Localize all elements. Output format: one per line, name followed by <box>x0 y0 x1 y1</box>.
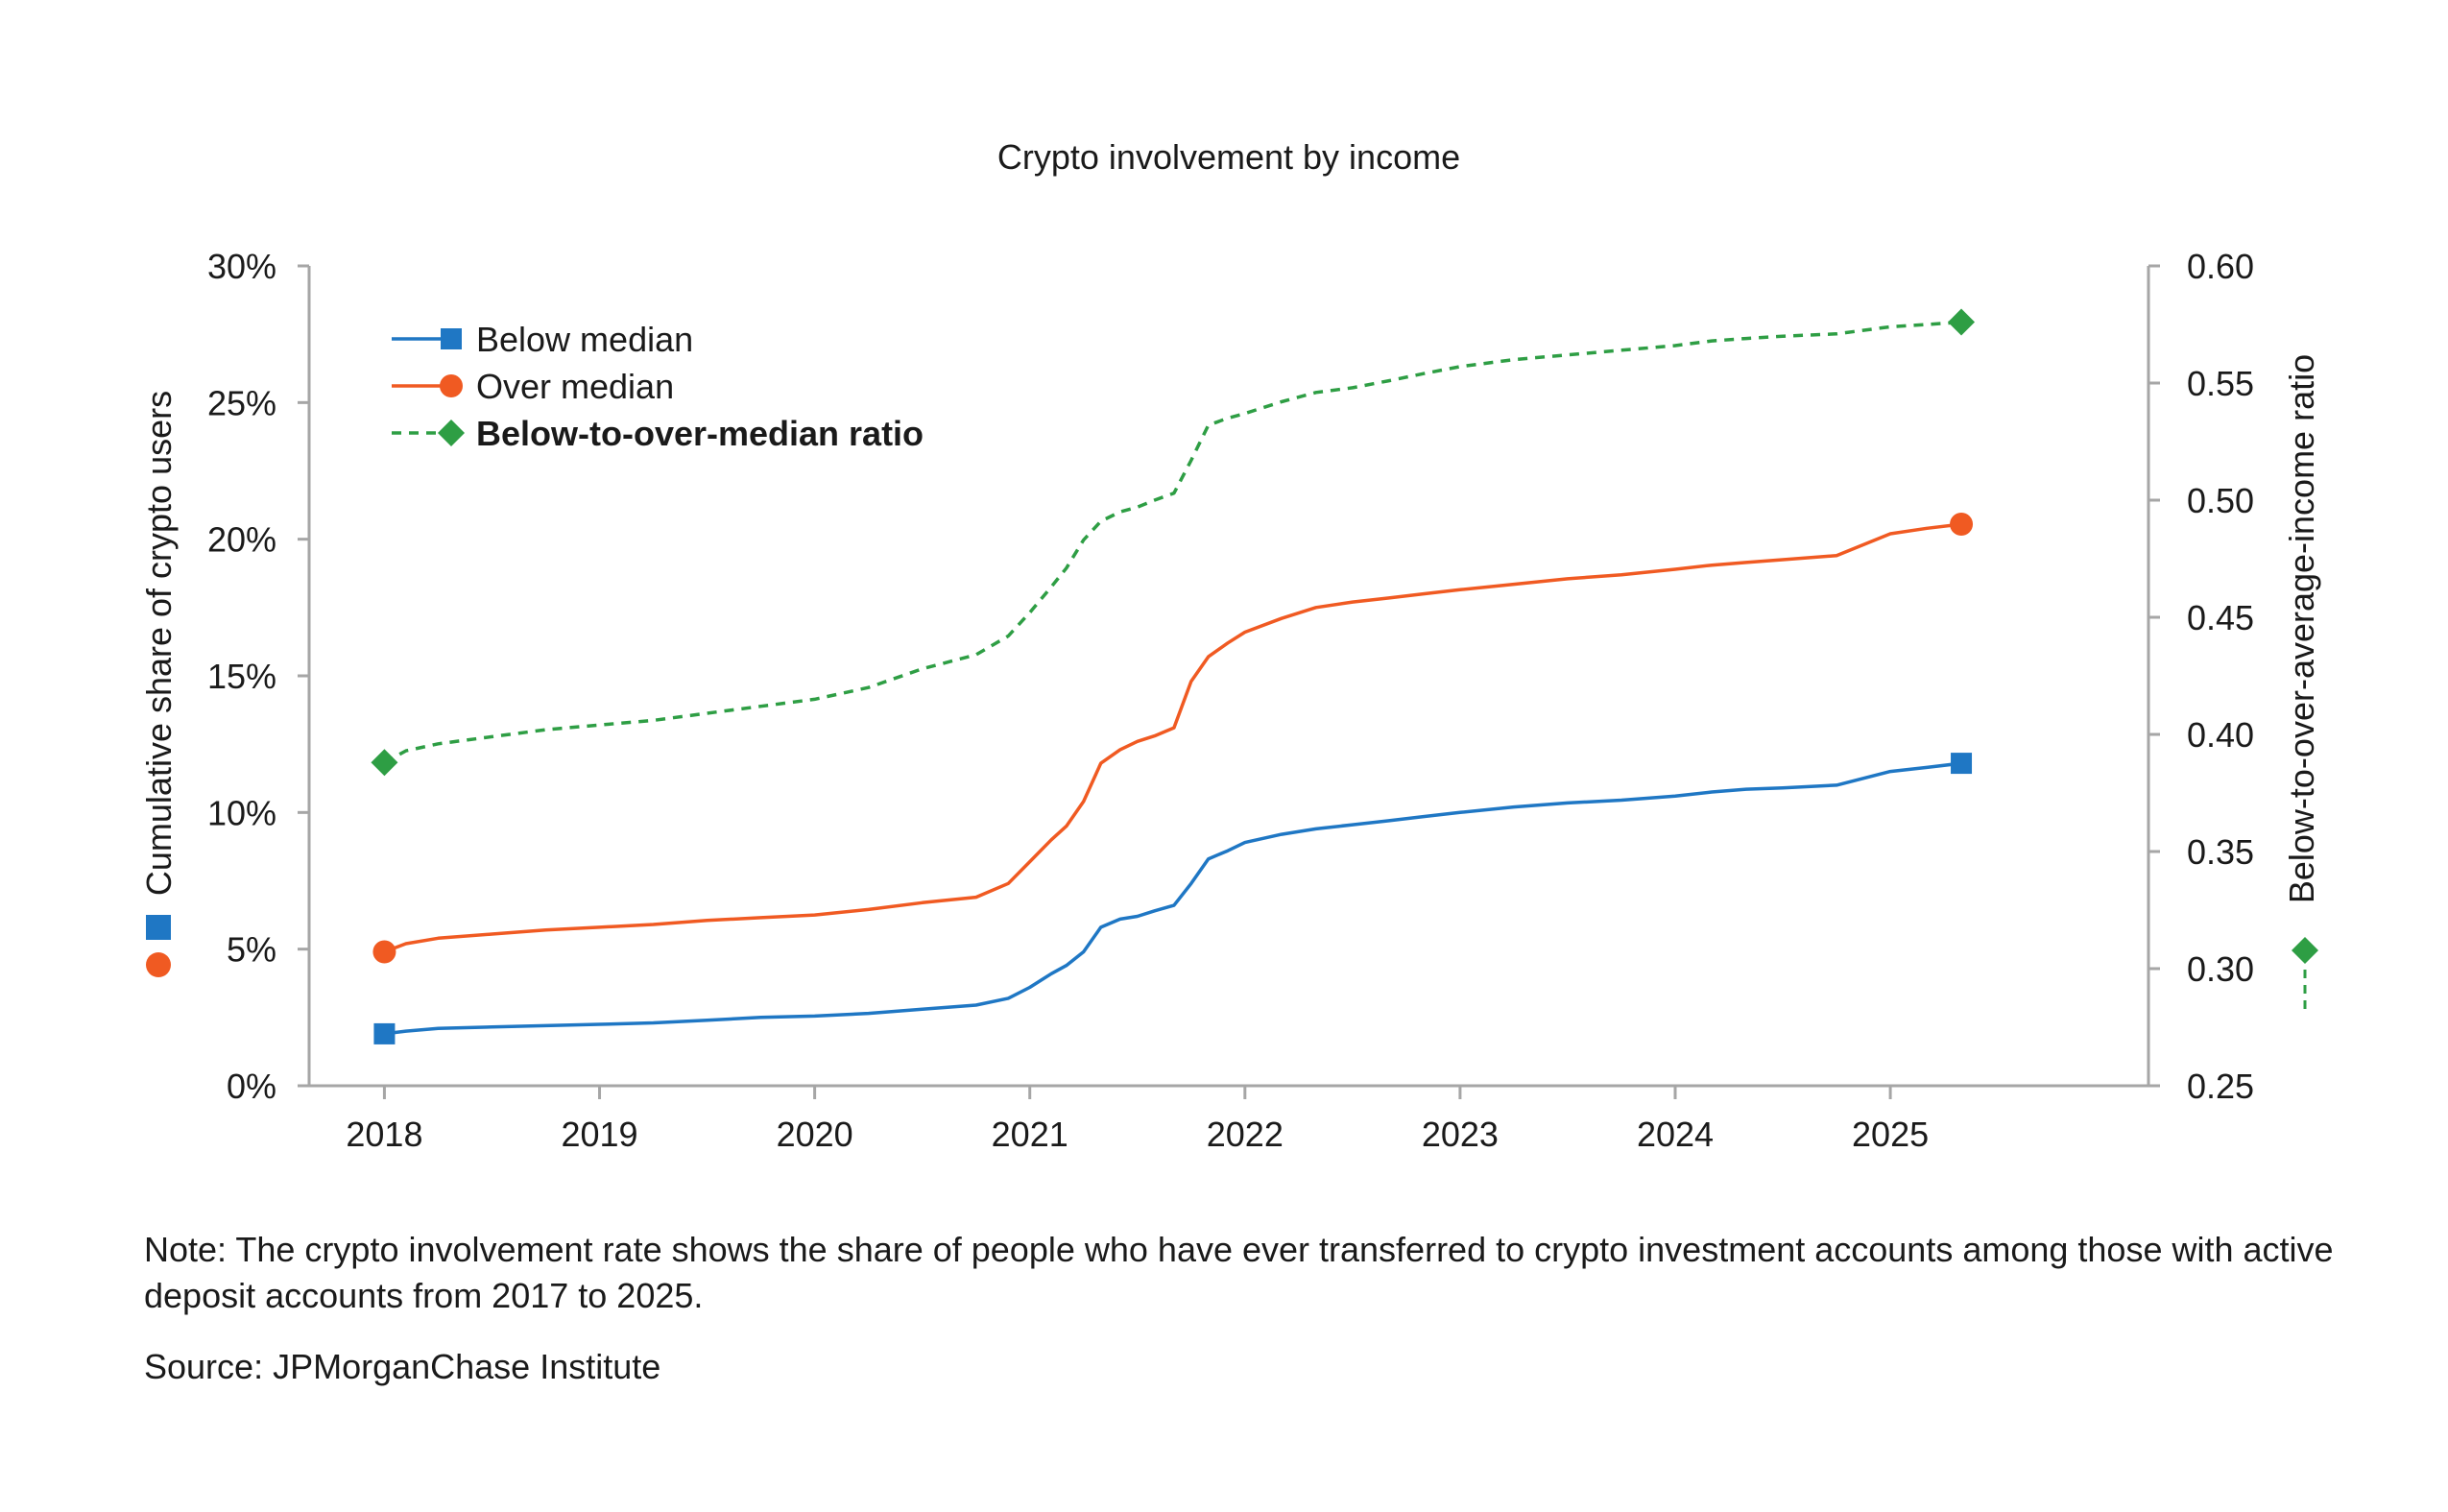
series-end-marker-diamond <box>1948 308 1976 336</box>
left-axis-over-circle-icon <box>146 952 171 977</box>
series-end-marker-circle <box>1950 513 1974 537</box>
legend-label: Over median <box>476 367 674 406</box>
x-tick-label: 2022 <box>1207 1115 1284 1154</box>
series-start-marker-square <box>373 1022 396 1044</box>
series-start-marker-circle <box>372 940 396 964</box>
left-tick-label: 30% <box>207 247 276 286</box>
legend-item: Over median <box>392 367 674 406</box>
x-tick-label: 2020 <box>777 1115 853 1154</box>
legend-item: Below median <box>392 320 693 359</box>
chart-title: Crypto involvement by income <box>997 137 1460 177</box>
left-axis-title: Cumulative share of crypto users <box>139 391 179 977</box>
right-tick-label: 0.45 <box>2187 598 2254 637</box>
series-layer <box>371 308 1976 1044</box>
right-tick-label: 0.35 <box>2187 832 2254 872</box>
series-end-marker-square <box>1951 753 1973 775</box>
left-y-ticks: 0% 5% 10% 15% 20% 25% 30% <box>207 247 309 1106</box>
x-ticks: 2018 2019 2020 2021 2022 2023 2024 2025 <box>346 1086 1929 1154</box>
legend-label: Below median <box>476 320 693 359</box>
legend-item: Below-to-over-median ratio <box>392 414 924 453</box>
right-tick-label: 0.60 <box>2187 247 2254 286</box>
x-tick-label: 2018 <box>346 1115 422 1154</box>
legend-marker-square <box>441 328 462 349</box>
left-tick-label: 25% <box>207 383 276 422</box>
left-tick-label: 20% <box>207 520 276 560</box>
right-tick-label: 0.30 <box>2187 949 2254 989</box>
right-tick-label: 0.50 <box>2187 481 2254 520</box>
right-tick-label: 0.55 <box>2187 364 2254 403</box>
right-tick-label: 0.40 <box>2187 715 2254 755</box>
legend-marker-diamond <box>438 420 465 446</box>
right-tick-label: 0.25 <box>2187 1067 2254 1106</box>
right-axis-label: Below-to-over-average-income ratio <box>2282 354 2321 903</box>
series-line-circle <box>383 522 1962 954</box>
left-tick-label: 10% <box>207 793 276 832</box>
left-axis-below-square-icon <box>146 915 171 940</box>
left-tick-label: 5% <box>227 930 276 970</box>
left-tick-label: 0% <box>227 1067 276 1106</box>
x-tick-label: 2024 <box>1637 1115 1714 1154</box>
left-tick-label: 15% <box>207 657 276 696</box>
x-tick-label: 2025 <box>1852 1115 1929 1154</box>
series-line-square <box>384 761 1962 1036</box>
x-tick-label: 2023 <box>1422 1115 1499 1154</box>
right-axis-title: Below-to-over-average-income ratio <box>2282 354 2321 1013</box>
series-line-diamond <box>383 320 1962 764</box>
legend-marker-circle <box>440 374 463 397</box>
right-axis-ratio-diamond-icon <box>2292 937 2318 964</box>
right-y-ticks: 0.25 0.30 0.35 0.40 0.45 0.50 0.55 0.60 <box>2148 247 2254 1106</box>
x-tick-label: 2021 <box>992 1115 1068 1154</box>
chart-note: Note: The crypto involvement rate shows … <box>144 1230 2334 1315</box>
chart-source: Source: JPMorganChase Institute <box>144 1347 661 1386</box>
series-start-marker-diamond <box>371 749 398 777</box>
left-axis-label: Cumulative share of crypto users <box>139 391 179 896</box>
legend: Below median Over median Below-to-over-med… <box>392 320 924 453</box>
x-tick-label: 2019 <box>561 1115 637 1154</box>
legend-label: Below-to-over-median ratio <box>476 414 924 453</box>
